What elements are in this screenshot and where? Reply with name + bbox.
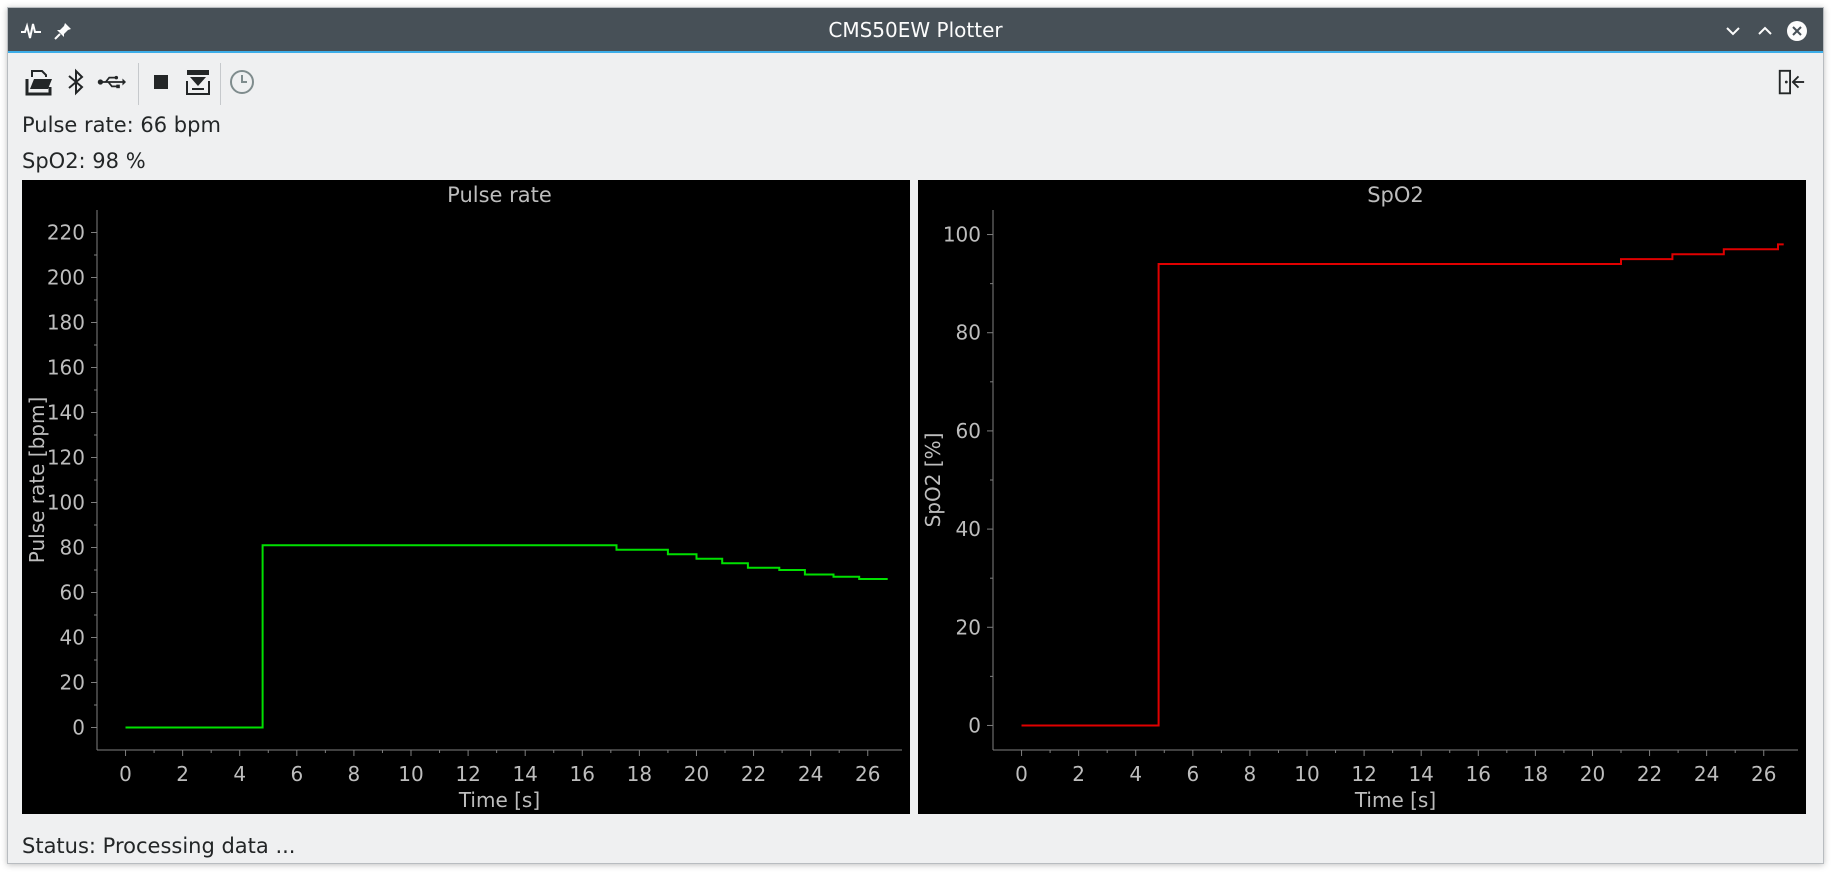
toolbar-separator (138, 63, 139, 105)
pulse-series-line (125, 544, 888, 729)
spo2-x-tick-label: 12 (1351, 762, 1376, 786)
title-bar-accent (8, 51, 1823, 53)
toolbar (8, 53, 1823, 115)
spo2-y-tick-label: 100 (943, 223, 981, 247)
spo2-chart-title: SpO2 (1367, 183, 1424, 207)
pulse-x-tick-label: 14 (512, 762, 537, 786)
spo2-x-tick-label: 10 (1294, 762, 1319, 786)
spo2-x-tick-label: 0 (1015, 762, 1028, 786)
pulse-x-tick-label: 0 (119, 762, 132, 786)
spo2-x-axis-label: Time [s] (1354, 788, 1436, 812)
window-title: CMS50EW Plotter (828, 18, 1003, 42)
pulse-x-tick-label: 8 (348, 762, 361, 786)
pulse-y-tick-label: 180 (47, 311, 85, 335)
pulse-y-tick-label: 80 (60, 536, 85, 560)
pulse-y-tick-label: 20 (60, 671, 85, 695)
pulse-y-tick-label: 140 (47, 401, 85, 425)
spo2-x-tick-label: 26 (1751, 762, 1776, 786)
spo2-x-tick-label: 8 (1244, 762, 1257, 786)
spo2-series-line (1021, 243, 1784, 727)
pulse-y-tick-label: 120 (47, 446, 85, 470)
pulse-x-axis-label: Time [s] (458, 788, 540, 812)
spo2-x-tick-label: 24 (1694, 762, 1719, 786)
pulse-y-tick-label: 200 (47, 266, 85, 290)
spo2-reading: SpO2: 98 % (22, 149, 146, 173)
spo2-x-tick-label: 20 (1580, 762, 1605, 786)
pulse-y-tick-label: 60 (60, 581, 85, 605)
pulse-x-tick-label: 4 (233, 762, 246, 786)
pulse-y-tick-label: 160 (47, 356, 85, 380)
spo2-x-tick-label: 6 (1186, 762, 1199, 786)
pulse-x-tick-label: 22 (741, 762, 766, 786)
spo2-x-tick-label: 2 (1072, 762, 1085, 786)
download-data-icon[interactable] (183, 67, 213, 97)
pin-icon[interactable] (52, 20, 74, 42)
pulse-y-tick-label: 100 (47, 491, 85, 515)
spo2-y-tick-label: 60 (956, 419, 981, 443)
pulse-y-axis-label: Pulse rate [bpm] (25, 397, 49, 563)
spo2-x-tick-label: 4 (1129, 762, 1142, 786)
pulse-x-tick-label: 16 (570, 762, 595, 786)
exit-icon[interactable] (1776, 67, 1806, 97)
open-file-icon[interactable] (24, 67, 54, 97)
pulse-x-tick-label: 20 (684, 762, 709, 786)
spo2-x-tick-label: 22 (1637, 762, 1662, 786)
spo2-y-tick-label: 20 (956, 615, 981, 639)
pulse-y-tick-label: 0 (72, 716, 85, 740)
spo2-y-tick-label: 0 (968, 713, 981, 737)
bluetooth-icon[interactable] (61, 67, 91, 97)
pulse-x-tick-label: 24 (798, 762, 823, 786)
spo2-plot[interactable]: SpO2 0 20 40 60 80 100 0 2 4 6 8 10 12 14 16 18 20 22 24 26 T… (918, 180, 1806, 814)
status-bar: Status: Processing data ... (22, 834, 296, 858)
pulse-x-tick-label: 26 (855, 762, 880, 786)
pulse-rate-plot[interactable]: Pulse rate 0 20 40 60 80 100 120 140 160 180 200 220… (22, 180, 910, 814)
spo2-x-tick-label: 16 (1466, 762, 1491, 786)
waveform-icon[interactable] (20, 20, 42, 42)
spo2-x-tick-label: 14 (1408, 762, 1433, 786)
toolbar-separator (220, 63, 221, 105)
spo2-y-tick-label: 80 (956, 321, 981, 345)
app-window: CMS50EW Plotter (7, 7, 1824, 864)
pulse-x-tick-label: 6 (290, 762, 303, 786)
pulse-rate-reading: Pulse rate: 66 bpm (22, 113, 221, 137)
spo2-x-tick-label: 18 (1523, 762, 1548, 786)
pulse-x-tick-label: 18 (627, 762, 652, 786)
stop-icon[interactable] (146, 67, 176, 97)
pulse-x-tick-label: 10 (398, 762, 423, 786)
pulse-chart-title: Pulse rate (447, 183, 552, 207)
spo2-y-tick-label: 40 (956, 517, 981, 541)
chevron-up-icon[interactable] (1754, 20, 1776, 42)
title-bar[interactable]: CMS50EW Plotter (8, 8, 1823, 53)
spo2-y-axis-label: SpO2 [%] (921, 433, 945, 528)
pulse-y-tick-label: 220 (47, 221, 85, 245)
close-icon[interactable] (1786, 20, 1808, 42)
usb-icon[interactable] (96, 67, 126, 97)
pulse-x-tick-label: 12 (455, 762, 480, 786)
pulse-x-tick-label: 2 (176, 762, 189, 786)
clock-icon[interactable] (227, 67, 257, 97)
chevron-down-icon[interactable] (1722, 20, 1744, 42)
pulse-y-tick-label: 40 (60, 626, 85, 650)
